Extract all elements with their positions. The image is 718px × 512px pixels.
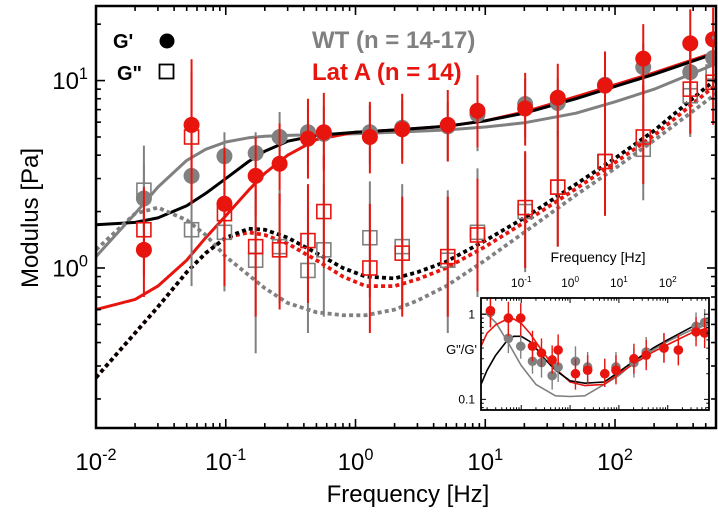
x-tick-label: 102	[659, 275, 677, 290]
data-point-circle	[503, 333, 514, 344]
inset-y-axis-label: G"/G'	[446, 342, 477, 357]
data-point-circle	[547, 370, 557, 381]
data-point-square	[247, 238, 264, 255]
legend: G' G" WT (n = 14-17) Lat A (n = 14)	[113, 27, 475, 86]
fit-curve-lata	[96, 50, 716, 312]
x-tick-label: 101	[610, 275, 628, 290]
fit-curve-wt	[96, 62, 716, 258]
data-point-circle	[570, 368, 581, 379]
data-point-square	[549, 179, 566, 195]
data-point-square	[517, 199, 533, 216]
data-point-circle	[515, 313, 526, 323]
data-point-circle	[485, 305, 496, 316]
data-point-circle	[553, 362, 563, 372]
legend-wt-label: WT (n = 14-17)	[312, 27, 475, 54]
data-point-square	[216, 205, 233, 222]
data-point-circle	[515, 341, 526, 352]
fit-curve-lata-dotted	[96, 83, 716, 379]
data-point-circle	[439, 116, 456, 133]
inset-plot: 10-1 100 101 102 1 0.1 Frequency [Hz] G"/G'	[446, 249, 710, 411]
data-point-circle	[691, 327, 701, 337]
main-plot: 10-2 10-1 100 101 102 100 101	[52, 4, 718, 476]
data-point-square	[136, 221, 152, 238]
data-point-square	[183, 129, 200, 145]
data-point-square	[362, 260, 378, 276]
data-point-circle	[517, 100, 534, 117]
data-point-circle	[582, 365, 593, 376]
data-point-circle	[629, 353, 639, 364]
data-point-circle	[699, 328, 709, 338]
data-point-square	[394, 245, 411, 261]
x-tick-label: 101	[467, 446, 503, 476]
x-tick-label: 10-2	[75, 446, 116, 476]
data-point-circle	[271, 155, 288, 172]
main-plot-frame	[94, 4, 718, 430]
data-point-circle	[553, 345, 563, 355]
inset-frame	[480, 297, 710, 411]
data-point-circle	[527, 341, 538, 352]
legend-open-square-marker	[158, 63, 175, 80]
legend-filled-circle-marker	[159, 33, 175, 49]
x-tick-label: 100	[338, 446, 374, 476]
data-point-circle	[394, 121, 411, 138]
y-tick-label: 101	[52, 65, 88, 95]
data-point-square	[271, 242, 288, 258]
data-point-circle	[599, 368, 610, 379]
data-point-circle	[315, 124, 332, 141]
data-point-square	[635, 129, 652, 145]
data-point-square	[300, 232, 316, 249]
x-axis-label: Frequency [Hz]	[327, 481, 490, 508]
data-point-circle	[361, 128, 378, 145]
data-point-circle	[659, 343, 669, 353]
data-point-square	[439, 248, 456, 265]
data-point-circle	[611, 365, 621, 376]
data-point-circle	[549, 89, 566, 106]
y-tick-label: 1	[468, 307, 475, 321]
legend-lata-label: Lat A (n = 14)	[312, 59, 462, 86]
data-point-circle	[299, 130, 316, 147]
data-point-circle	[641, 350, 651, 361]
data-point-circle	[597, 77, 614, 94]
x-tick-label: 10-1	[511, 275, 532, 290]
data-point-square	[316, 203, 332, 220]
x-tick-label: 102	[597, 446, 633, 476]
y-tick-label: 0.1	[458, 393, 475, 407]
data-point-square	[597, 153, 613, 170]
x-tick-label: 10-1	[205, 446, 246, 476]
legend-g-double-prime-label: G"	[117, 63, 142, 85]
data-point-square	[469, 227, 486, 243]
data-point-circle	[469, 102, 486, 119]
data-point-square	[183, 221, 200, 238]
data-point-circle	[247, 167, 264, 184]
data-point-square	[682, 81, 699, 97]
data-point-circle	[527, 356, 538, 367]
y-tick-label: 100	[52, 252, 88, 282]
data-point-circle	[547, 355, 557, 365]
x-tick-label: 100	[561, 275, 579, 290]
data-point-circle	[503, 313, 514, 323]
data-point-circle	[536, 348, 547, 358]
y-axis-label: Modulus [Pa]	[17, 148, 44, 288]
inset-x-axis-label: Frequency [Hz]	[551, 249, 646, 265]
data-point-circle	[673, 345, 684, 355]
data-point-circle	[635, 50, 652, 67]
legend-g-prime-label: G'	[113, 31, 133, 53]
